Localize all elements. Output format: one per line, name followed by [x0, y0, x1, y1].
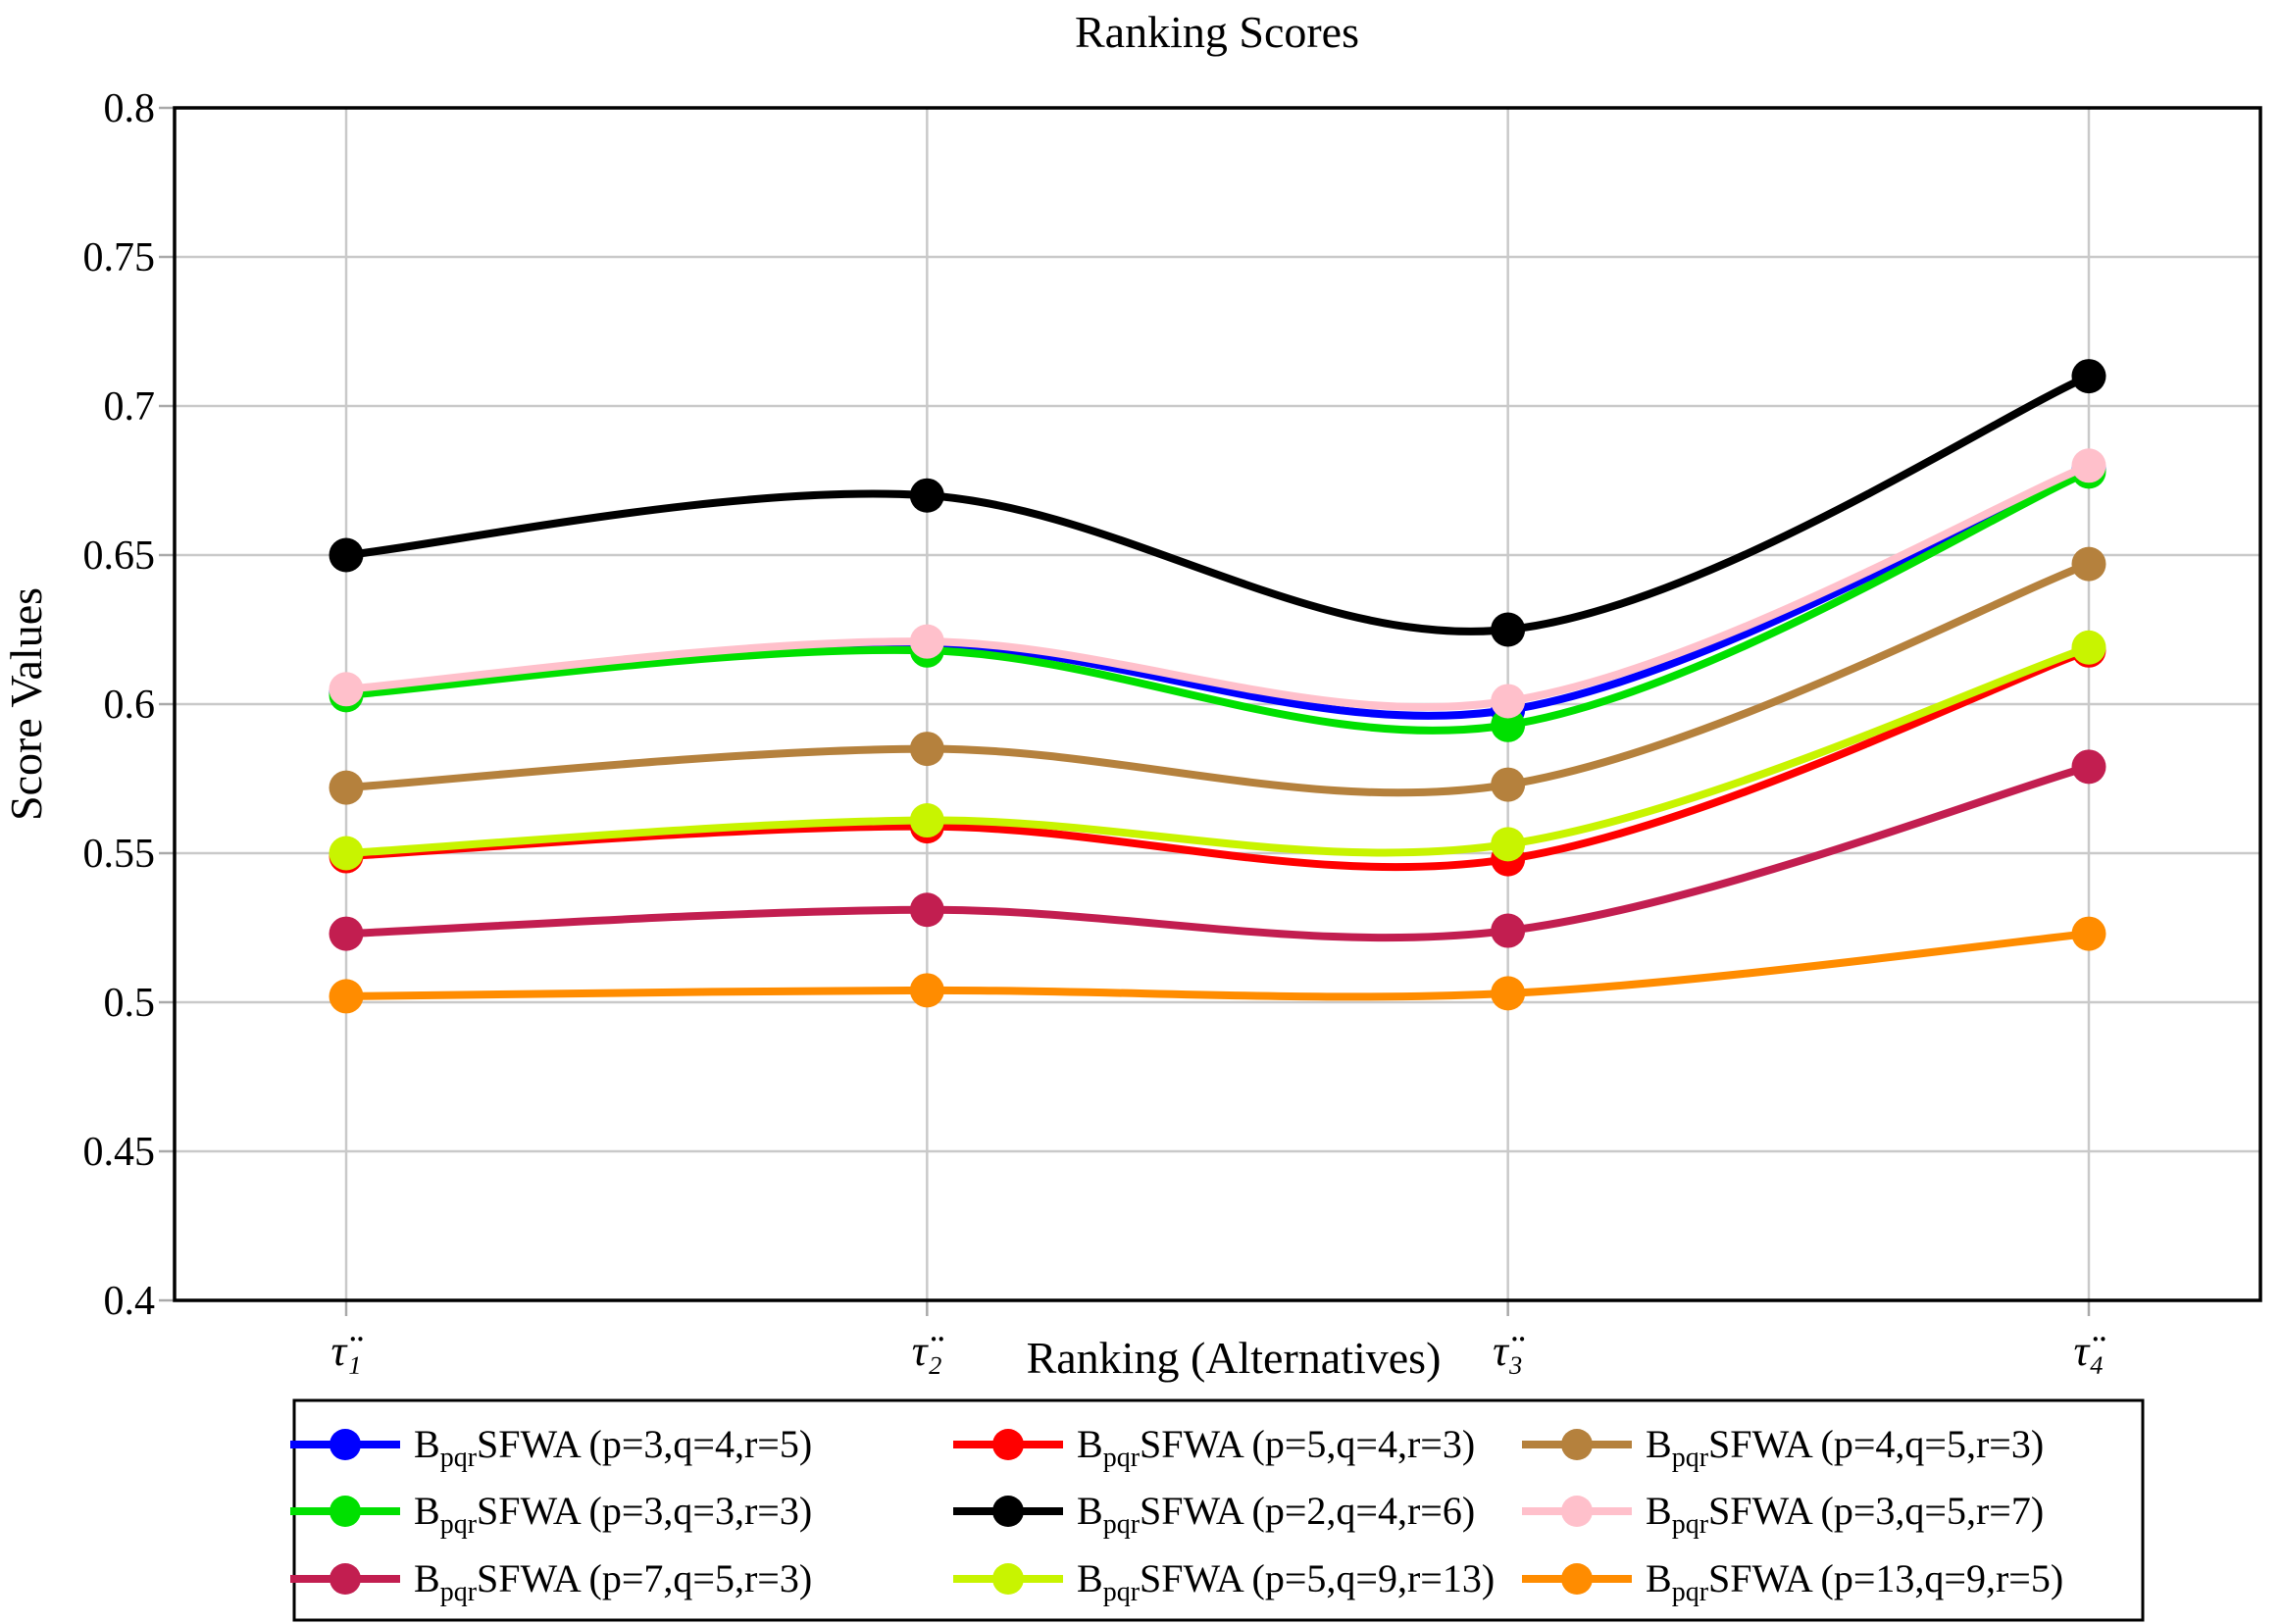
data-point-marker — [909, 892, 944, 928]
legend-item: BpqrSFWA (p=4,q=5,r=3) — [1522, 1422, 2044, 1473]
y-axis-label: Score Values — [1, 587, 51, 821]
legend-label: BpqrSFWA (p=2,q=4,r=6) — [1077, 1489, 1475, 1540]
legend-label: BpqrSFWA (p=4,q=5,r=3) — [1646, 1422, 2044, 1473]
legend-item: BpqrSFWA (p=3,q=4,r=5) — [290, 1422, 812, 1473]
data-point-marker — [2071, 630, 2106, 665]
data-point-marker — [1491, 612, 1526, 647]
legend-marker-icon — [1561, 1496, 1593, 1527]
data-point-marker — [1491, 767, 1526, 802]
legend-item: BpqrSFWA (p=3,q=3,r=3) — [290, 1489, 812, 1540]
data-point-marker — [2071, 448, 2106, 483]
data-point-marker — [329, 770, 364, 805]
legend-label: BpqrSFWA (p=3,q=5,r=7) — [1646, 1489, 2044, 1540]
y-tick-label: 0.75 — [83, 235, 156, 280]
data-point-marker — [1491, 976, 1526, 1011]
legend-label: BpqrSFWA (p=7,q=5,r=3) — [414, 1556, 812, 1607]
data-point-marker — [329, 979, 364, 1014]
series-line — [342, 560, 2093, 797]
legend-marker-icon — [330, 1563, 361, 1595]
data-point-marker — [1491, 913, 1526, 948]
legend-item: BpqrSFWA (p=5,q=9,r=13) — [953, 1556, 1495, 1607]
legend-item: BpqrSFWA (p=2,q=4,r=6) — [953, 1489, 1475, 1540]
x-tick-label: τ̈₄ — [2073, 1327, 2105, 1375]
series-8 — [329, 916, 2106, 1014]
data-point-marker — [329, 537, 364, 573]
data-point-marker — [2071, 916, 2106, 951]
x-tick-label: τ̈₃ — [1493, 1327, 1525, 1375]
legend-marker-icon — [330, 1429, 361, 1460]
y-tick-label: 0.45 — [83, 1130, 156, 1175]
data-point-marker — [1491, 684, 1526, 719]
data-point-marker — [909, 973, 944, 1008]
y-tick-label: 0.5 — [104, 981, 156, 1026]
legend-item: BpqrSFWA (p=13,q=9,r=5) — [1522, 1556, 2063, 1607]
series-4 — [329, 359, 2106, 647]
data-point-marker — [909, 803, 944, 838]
series-line — [342, 930, 2093, 1001]
series-line — [342, 461, 2093, 712]
legend-label: BpqrSFWA (p=3,q=4,r=5) — [414, 1422, 812, 1473]
series-2 — [329, 546, 2106, 805]
data-point-marker — [1491, 707, 1526, 742]
x-tick-label: τ̈₁ — [330, 1327, 363, 1375]
legend-marker-icon — [992, 1563, 1024, 1595]
legend-label: BpqrSFWA (p=5,q=4,r=3) — [1077, 1422, 1475, 1473]
data-point-marker — [2071, 359, 2106, 394]
data-point-marker — [1491, 827, 1526, 862]
series-7 — [329, 630, 2106, 871]
y-tick-label: 0.4 — [104, 1279, 156, 1324]
legend-item: BpqrSFWA (p=5,q=4,r=3) — [953, 1422, 1475, 1473]
x-tick-labels: τ̈₁ τ̈₂ τ̈₃ τ̈₄ — [330, 1327, 2105, 1375]
legend-label: BpqrSFWA (p=3,q=3,r=3) — [414, 1489, 812, 1540]
series-line — [342, 762, 2093, 942]
legend-marker-icon — [1561, 1563, 1593, 1595]
series-5 — [329, 448, 2106, 719]
series-line — [342, 467, 2093, 735]
y-tick-label: 0.55 — [83, 832, 156, 877]
data-point-marker — [329, 836, 364, 871]
series-line — [342, 372, 2093, 635]
data-point-marker — [909, 732, 944, 767]
chart-title: Ranking Scores — [1075, 7, 1359, 57]
series-line — [342, 643, 2093, 857]
legend-item: BpqrSFWA (p=7,q=5,r=3) — [290, 1556, 812, 1607]
legend-marker-icon — [1561, 1429, 1593, 1460]
x-axis-label: Ranking (Alternatives) — [1027, 1333, 1442, 1383]
data-point-marker — [909, 478, 944, 513]
data-point-marker — [909, 624, 944, 659]
legend: BpqrSFWA (p=3,q=4,r=5) BpqrSFWA (p=5,q=4,… — [290, 1398, 2145, 1622]
series-3 — [329, 454, 2106, 742]
data-point-marker — [2071, 546, 2106, 582]
legend-marker-icon — [330, 1496, 361, 1527]
legend-marker-icon — [992, 1496, 1024, 1527]
legend-label: BpqrSFWA (p=13,q=9,r=5) — [1646, 1556, 2063, 1607]
legend-item: BpqrSFWA (p=3,q=5,r=7) — [1522, 1489, 2044, 1540]
series-lines — [329, 359, 2106, 1014]
legend-label: BpqrSFWA (p=5,q=9,r=13) — [1077, 1556, 1495, 1607]
plot-border — [173, 106, 2262, 1302]
y-tick-label: 0.65 — [83, 533, 156, 579]
data-point-marker — [329, 916, 364, 951]
y-tick-label: 0.6 — [104, 683, 156, 728]
data-point-marker — [329, 672, 364, 707]
y-tick-labels: 0.4 0.45 0.5 0.55 0.6 0.65 0.7 0.75 0.8 — [83, 86, 156, 1324]
y-tick-label: 0.8 — [104, 86, 156, 131]
y-tick-label: 0.7 — [104, 384, 156, 430]
x-tick-label: τ̈₂ — [912, 1327, 944, 1375]
legend-marker-icon — [992, 1429, 1024, 1460]
series-6 — [329, 749, 2106, 951]
data-point-marker — [2071, 749, 2106, 785]
